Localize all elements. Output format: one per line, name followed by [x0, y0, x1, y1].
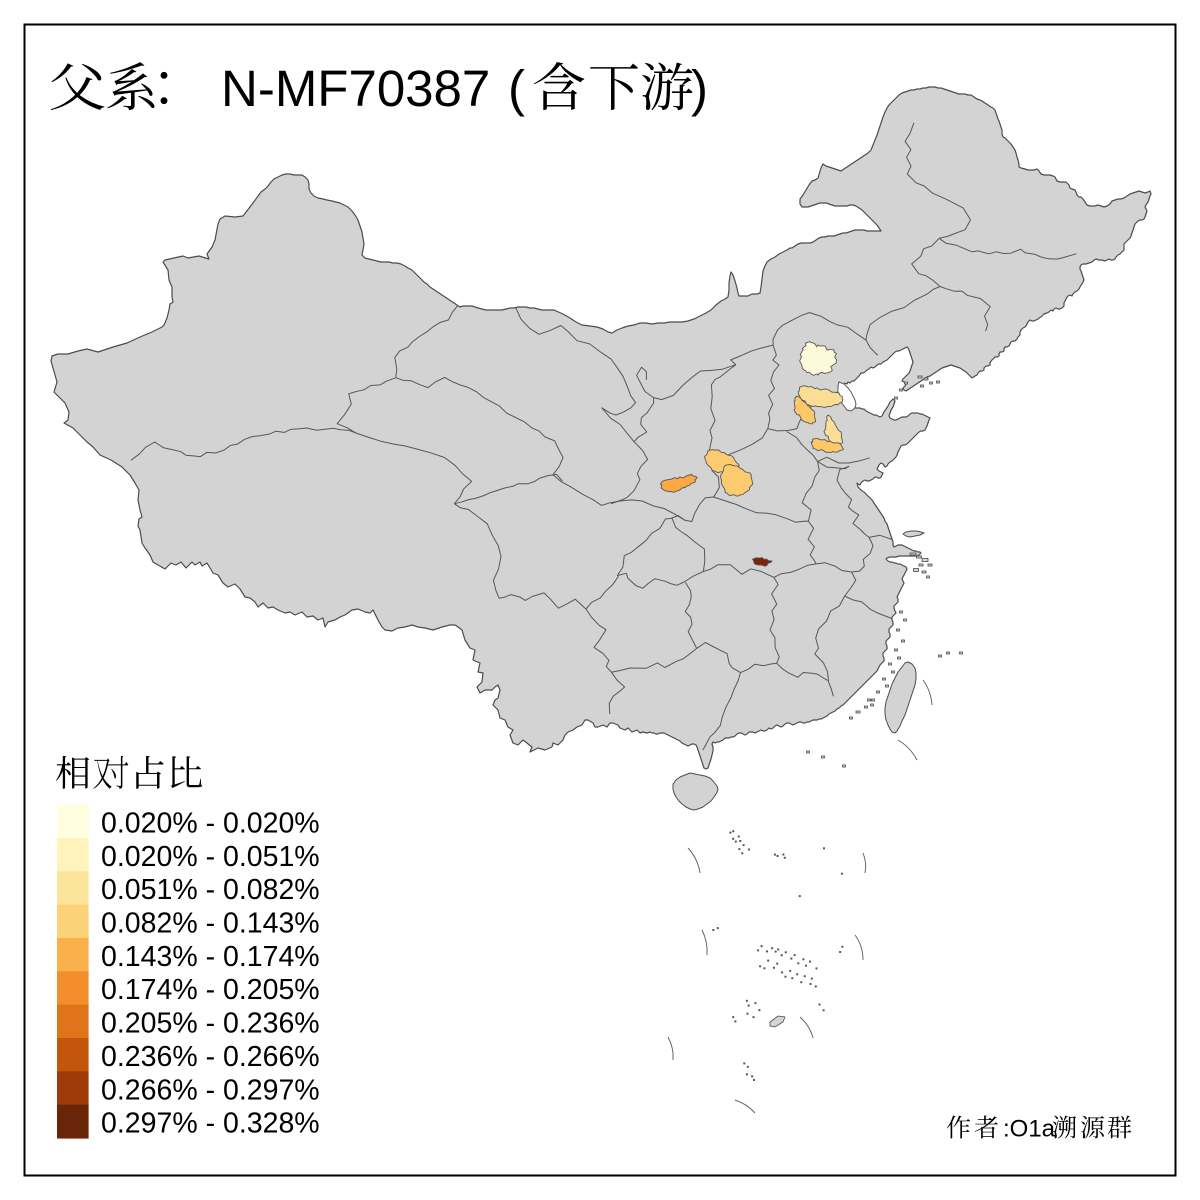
svg-text::O1a: :O1a — [1003, 1116, 1056, 1143]
svg-text:0.205% - 0.236%: 0.205% - 0.236% — [101, 1008, 320, 1040]
svg-text:0.143% - 0.174%: 0.143% - 0.174% — [101, 941, 320, 973]
svg-text:0.051% - 0.082%: 0.051% - 0.082% — [101, 874, 320, 906]
svg-text:0.266% - 0.297%: 0.266% - 0.297% — [101, 1074, 320, 1106]
svg-text:(: ( — [508, 60, 525, 117]
svg-text:0.236% - 0.266%: 0.236% - 0.266% — [101, 1041, 320, 1073]
svg-text:0.020% - 0.020%: 0.020% - 0.020% — [101, 808, 320, 840]
svg-text:N-MF70387: N-MF70387 — [221, 60, 490, 117]
svg-text:0.082% - 0.143%: 0.082% - 0.143% — [101, 908, 320, 940]
svg-text:): ) — [691, 60, 708, 117]
svg-text:0.020% - 0.051%: 0.020% - 0.051% — [101, 841, 320, 873]
svg-text:0.174% - 0.205%: 0.174% - 0.205% — [101, 974, 320, 1006]
svg-text:0.297% - 0.328%: 0.297% - 0.328% — [101, 1108, 320, 1140]
